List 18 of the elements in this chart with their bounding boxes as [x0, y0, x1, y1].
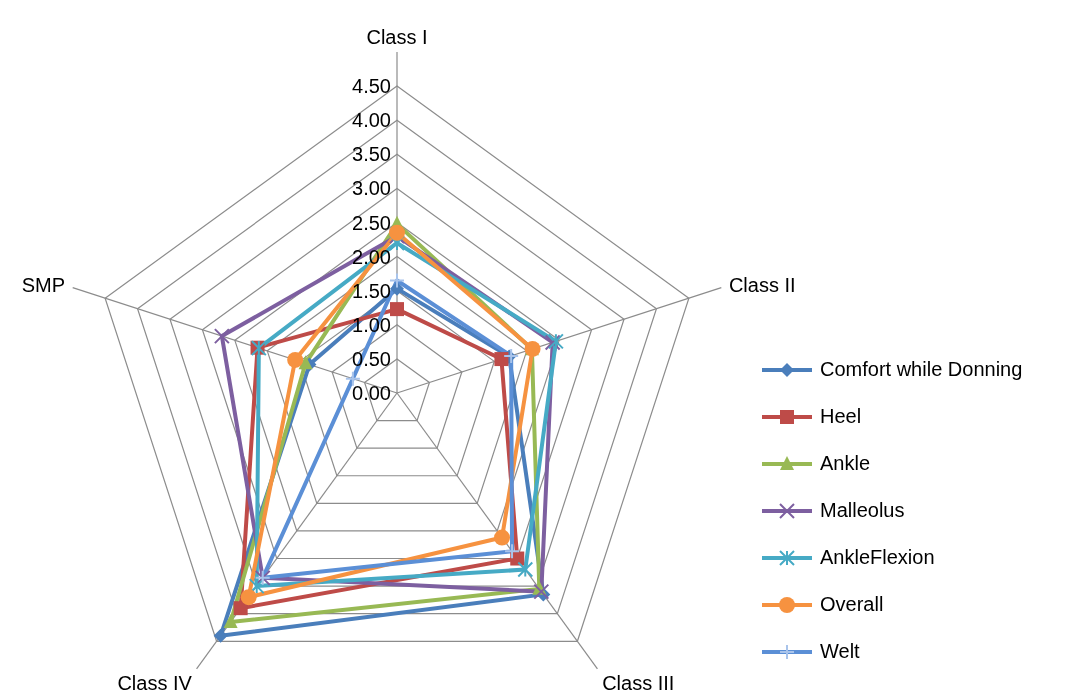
y-tick-label: 2.50	[352, 211, 391, 234]
spoke-label: Class III	[602, 671, 675, 693]
legend-label: Heel	[820, 405, 862, 428]
legend-label: Malleolus	[820, 499, 905, 522]
y-tick-label: 4.50	[352, 75, 391, 98]
legend-label: AnkleFlexion	[820, 546, 935, 569]
legend-label: Comfort while Donning	[820, 358, 1023, 381]
spoke-label: SMP	[21, 274, 66, 297]
spoke-label: Class II	[728, 274, 796, 297]
spoke-label: Class I	[366, 26, 428, 48]
spoke-label: Class IV	[117, 671, 193, 693]
y-tick-label: 3.00	[352, 177, 391, 200]
y-tick-label: 3.50	[352, 143, 391, 166]
y-tick-label: 0.00	[352, 382, 391, 404]
legend-label: Ankle	[820, 452, 871, 475]
legend-label: Welt	[820, 640, 860, 663]
legend-label: Overall	[820, 593, 884, 616]
y-tick-label: 4.00	[352, 109, 391, 132]
